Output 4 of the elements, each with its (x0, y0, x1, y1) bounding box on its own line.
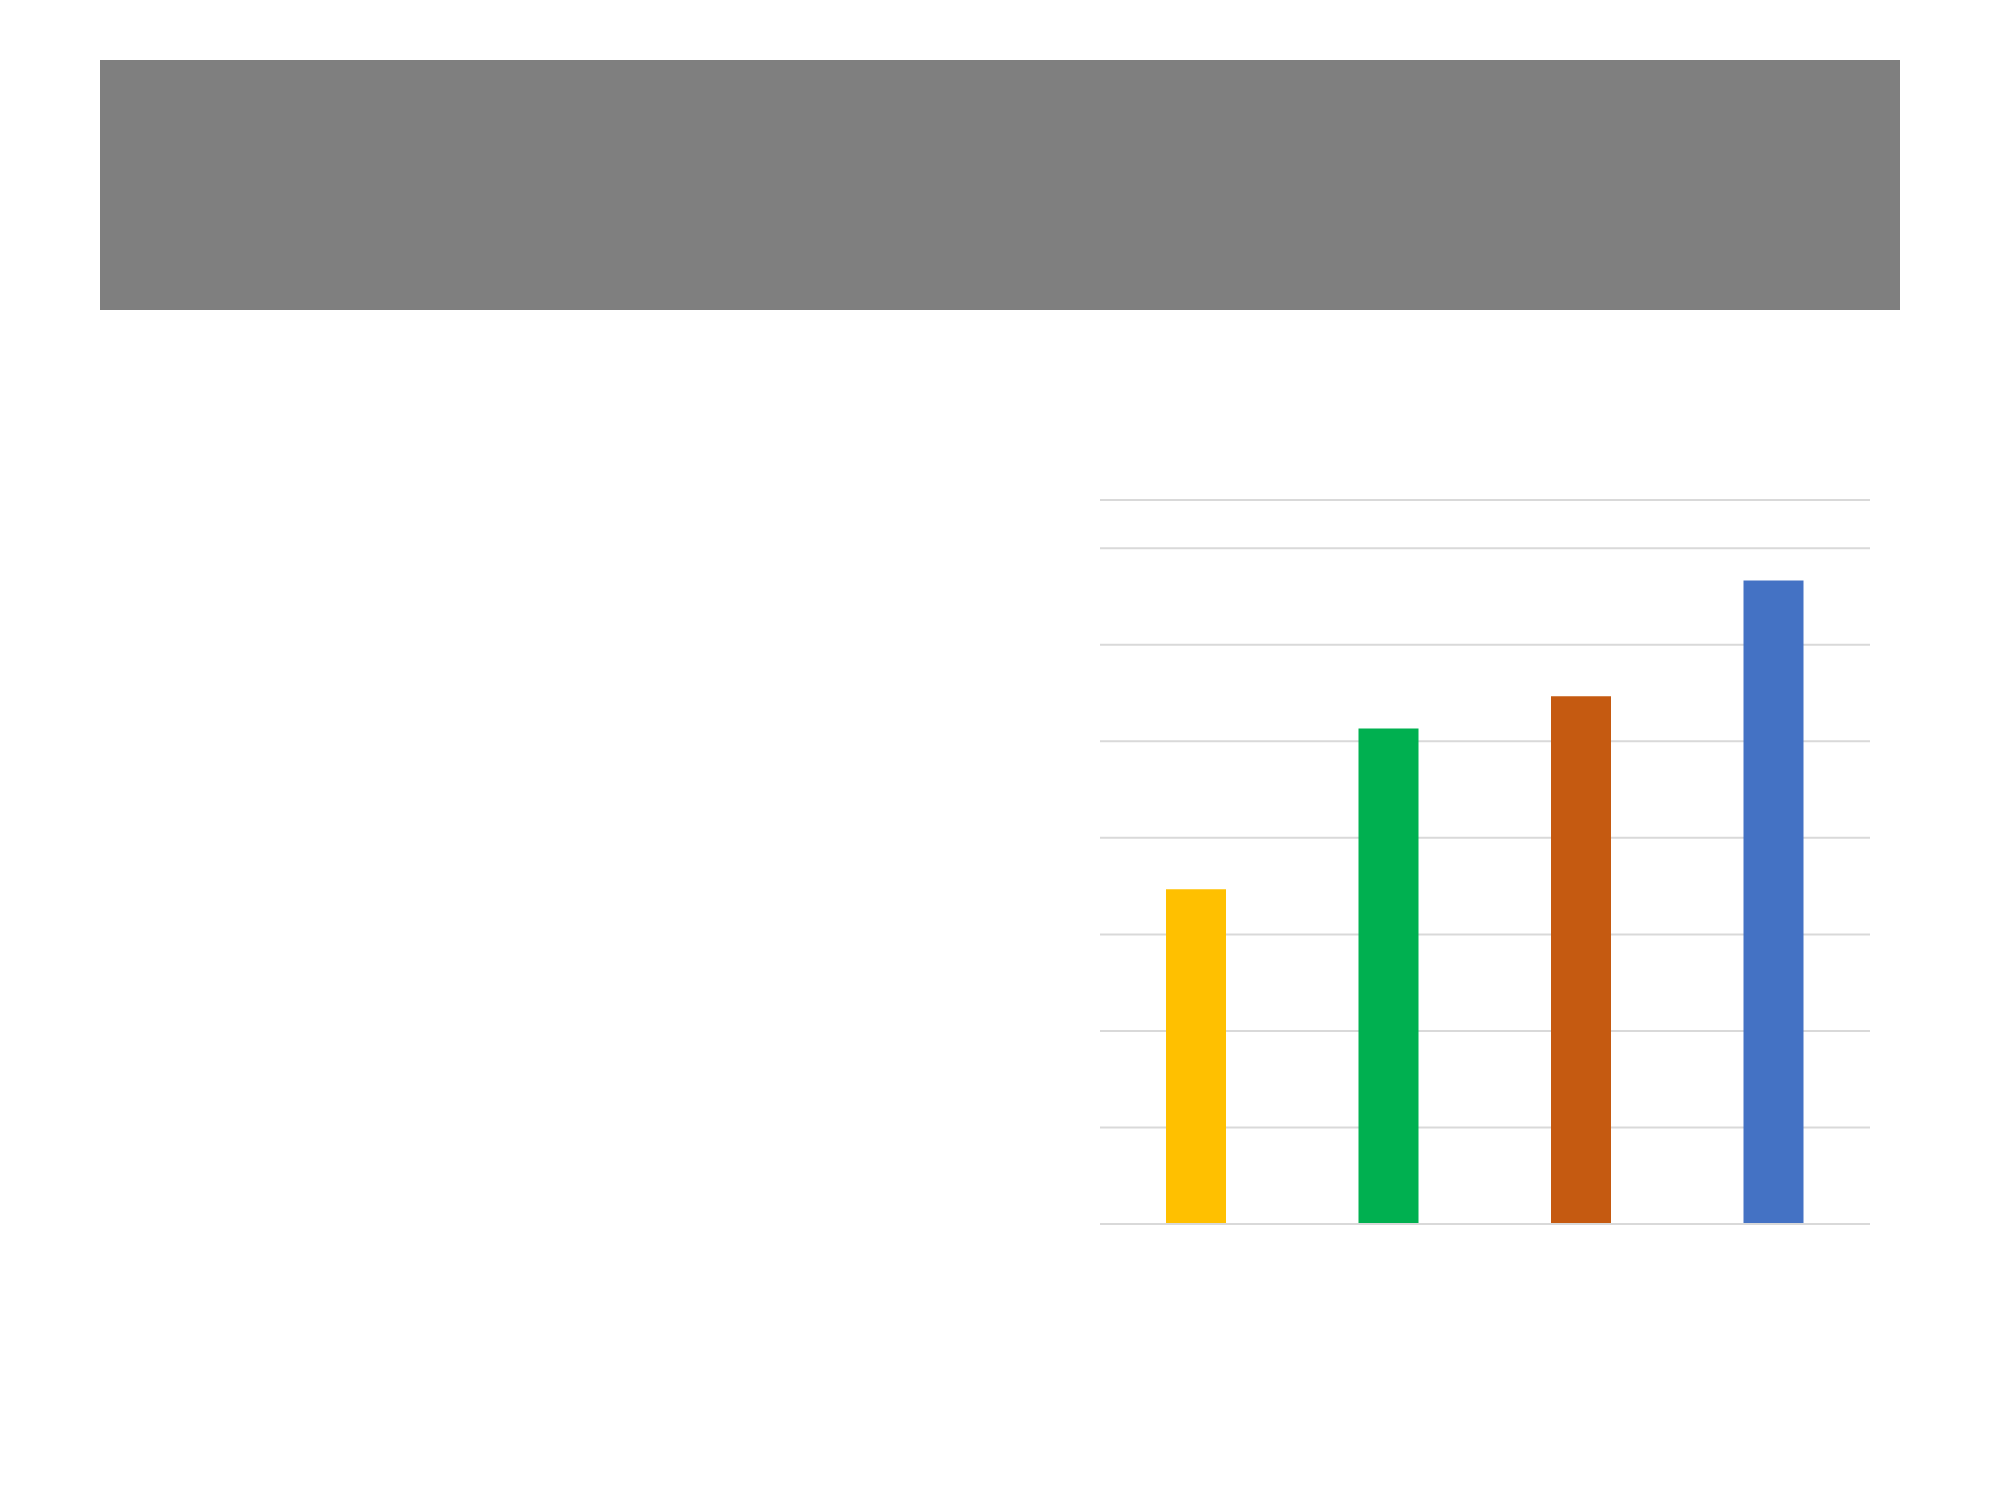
bar (1743, 580, 1804, 1224)
bar (1358, 728, 1419, 1224)
bar (1551, 696, 1611, 1224)
bar (1166, 889, 1226, 1224)
